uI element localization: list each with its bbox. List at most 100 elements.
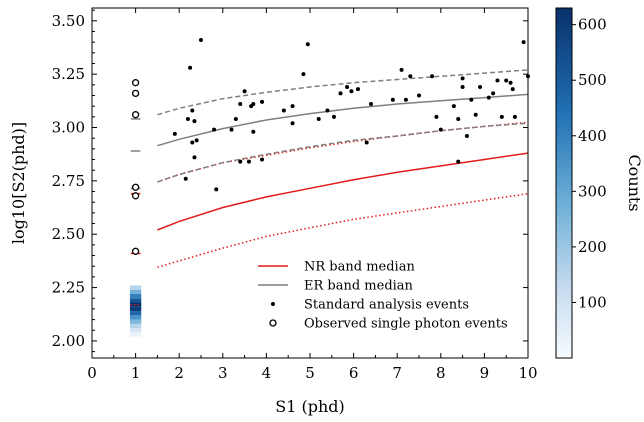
- band-curve-2: [157, 192, 529, 269]
- standard-event-point: [510, 87, 515, 92]
- standard-event-point: [183, 176, 188, 181]
- standard-event-point: [355, 87, 360, 92]
- x-axis-title: S1 (phd): [275, 397, 345, 416]
- heatmap-cell: [129, 311, 142, 316]
- observed-single-photon-point: [131, 247, 140, 255]
- legend-label: Standard analysis events: [304, 298, 469, 313]
- standard-event-point: [464, 134, 469, 139]
- standard-event-point: [238, 159, 243, 164]
- standard-event-point: [246, 159, 251, 164]
- y-tick-label: 2.00: [52, 332, 85, 350]
- heatmap-cell: [129, 289, 142, 294]
- x-tick-label: 4: [262, 364, 272, 382]
- colorbar-tick-label: 100: [578, 293, 607, 311]
- colorbar-tick-label: 500: [578, 71, 607, 89]
- standard-event-point: [233, 116, 238, 121]
- standard-event-point: [434, 114, 439, 119]
- standard-event-point: [508, 80, 513, 85]
- heatmap-cell: [129, 319, 142, 324]
- x-tick-label: 9: [480, 364, 490, 382]
- standard-event-point: [251, 129, 256, 134]
- legend-swatch: [271, 302, 275, 306]
- legend: NR band median ER band median Standard ana…: [258, 260, 508, 332]
- standard-event-point: [417, 93, 421, 98]
- standard-event-point: [512, 114, 517, 119]
- standard-event-point: [369, 102, 374, 107]
- standard-event-point: [473, 112, 478, 117]
- standard-event-point: [331, 114, 336, 119]
- observed-single-photon-point: [131, 192, 140, 200]
- y-axis-title: log10[S2(phd)]: [9, 122, 28, 244]
- x-tick-label: 7: [392, 364, 402, 382]
- standard-event-point: [281, 108, 286, 113]
- standard-event-point: [460, 76, 465, 81]
- standard-event-point: [364, 140, 369, 145]
- standard-event-point: [399, 67, 404, 72]
- standard-event-point: [491, 91, 496, 96]
- standard-event-point: [390, 97, 395, 102]
- standard-event-point: [194, 138, 199, 143]
- standard-event-point: [316, 116, 321, 121]
- legend-label: NR band median: [304, 260, 415, 275]
- standard-event-point: [212, 127, 217, 132]
- x-tick-label: 8: [436, 364, 446, 382]
- heatmap-cell: [129, 293, 142, 299]
- colorbar-tick-label: 200: [578, 238, 607, 256]
- standard-event-point: [305, 42, 310, 47]
- standard-event-point: [408, 74, 413, 79]
- x-tick-label: 2: [174, 364, 184, 382]
- standard-event-point: [349, 89, 354, 94]
- y-tick-label: 2.50: [52, 225, 85, 243]
- standard-event-point: [290, 121, 295, 126]
- observed-single-photon-point: [131, 89, 140, 98]
- colorbar: [555, 7, 573, 359]
- heatmap-cell: [129, 285, 142, 290]
- band-curve-1: [157, 152, 529, 231]
- legend-label: ER band median: [304, 279, 414, 294]
- x-tick-label: 1: [131, 364, 141, 382]
- y-tick-label: 2.25: [52, 279, 85, 297]
- heatmap-cell: [129, 332, 142, 337]
- standard-event-point: [456, 159, 461, 164]
- standard-event-point: [260, 99, 265, 104]
- legend-swatch: [269, 319, 277, 327]
- x-tick-label: 3: [218, 364, 228, 382]
- standard-event-point: [260, 157, 265, 162]
- heatmap-cell: [129, 315, 142, 320]
- y-tick-label: 3.25: [52, 65, 85, 83]
- standard-event-point: [438, 127, 443, 132]
- standard-event-point: [192, 155, 197, 160]
- observed-single-photon-point: [131, 183, 140, 191]
- colorbar-tick-label: 600: [578, 16, 607, 34]
- standard-event-point: [290, 104, 295, 109]
- observed-single-photon-point: [131, 79, 140, 87]
- x-tick-label: 5: [305, 364, 315, 382]
- standard-event-point: [251, 102, 256, 107]
- band-layer: [157, 69, 529, 269]
- standard-event-point: [478, 84, 483, 89]
- y-tick-label: 3.00: [52, 119, 85, 137]
- standard-event-point: [190, 140, 195, 145]
- colorbar-title: Counts: [625, 154, 644, 211]
- standard-event-point: [242, 89, 247, 94]
- standard-event-point: [172, 131, 177, 136]
- standard-event-point: [451, 104, 456, 109]
- heatmap-cell: [129, 306, 142, 312]
- band-curve-4: [157, 93, 529, 147]
- standard-event-point: [430, 74, 435, 79]
- standard-event-point: [499, 114, 504, 119]
- colorbar-ticks: 100 200 300 400 500 600: [572, 16, 607, 311]
- plot-area: [92, 8, 528, 358]
- standard-event-point: [229, 127, 234, 132]
- heatmap-cell: [129, 302, 142, 307]
- standard-event-point: [345, 84, 350, 89]
- standard-event-point: [456, 116, 461, 121]
- standard-event-point: [495, 78, 500, 83]
- heatmap-layer: [129, 285, 142, 337]
- standard-event-point: [403, 97, 408, 102]
- standard-event-point: [325, 108, 330, 113]
- standard-event-point: [188, 65, 193, 70]
- standard-event-point: [185, 116, 190, 121]
- band-curve-6: [157, 122, 529, 183]
